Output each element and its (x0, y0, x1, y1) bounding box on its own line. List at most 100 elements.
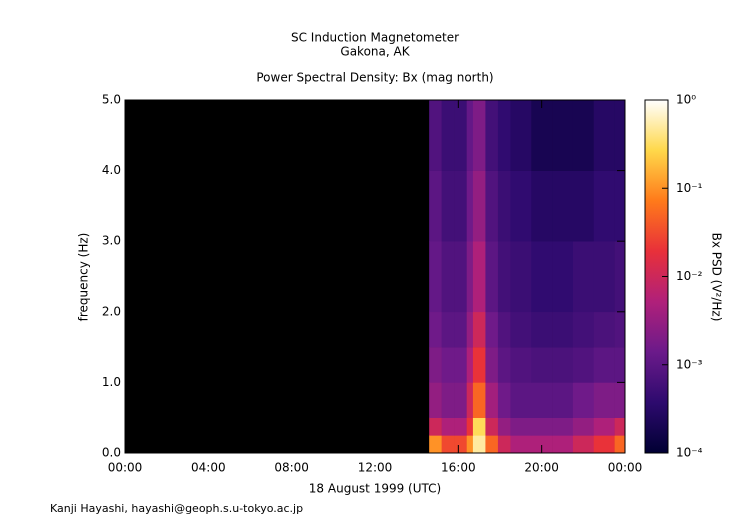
spectrogram-cell (531, 435, 553, 454)
spectrogram-cell (466, 241, 474, 313)
spectrogram-cell (593, 347, 615, 383)
spectrogram-cell (614, 382, 626, 418)
spectrogram-cell (485, 417, 499, 436)
spectrogram-cell (552, 435, 574, 454)
spectrogram-cell (572, 382, 595, 418)
spectrogram-cell (485, 435, 499, 454)
spectrogram-cell (429, 417, 442, 436)
spectrogram-cell (614, 417, 626, 436)
spectrogram-cell (510, 347, 532, 383)
spectrogram-cell (497, 435, 511, 454)
spectrogram-cell (429, 100, 442, 171)
spectrogram-cell (441, 382, 455, 418)
spectrogram-cell (454, 417, 467, 436)
spectrogram-cell (472, 311, 486, 348)
spectrogram-cell (454, 347, 467, 383)
y-tick-label: 3.0 (102, 234, 121, 248)
spectrogram-cell (614, 311, 626, 348)
spectrogram-cell (531, 347, 553, 383)
colorbar-tick-label: 10⁻¹ (676, 181, 703, 195)
spectrogram-cell (552, 241, 574, 313)
spectrogram-cell (552, 417, 574, 436)
spectrogram-cell (614, 170, 626, 242)
spectrogram-cell (510, 170, 532, 242)
plot-title: Power Spectral Density: Bx (mag north) (256, 71, 493, 85)
y-axis-label: frequency (Hz) (77, 233, 91, 322)
spectrogram-cell (510, 417, 532, 436)
spectrogram-cell (552, 170, 574, 242)
colorbar-tick-label: 10⁰ (676, 93, 696, 107)
spectrogram-cell (614, 347, 626, 383)
x-tick-label: 04:00 (191, 461, 226, 475)
spectrogram-cell (454, 311, 467, 348)
x-tick-label: 12:00 (358, 461, 393, 475)
spectrogram-cell (441, 417, 455, 436)
spectrogram-cell (531, 170, 553, 242)
spectrogram-cell (552, 311, 574, 348)
x-tick-label: 16:00 (441, 461, 476, 475)
spectrogram-cell (485, 170, 499, 242)
spectrogram-cell (485, 241, 499, 313)
spectrogram-cell (485, 347, 499, 383)
spectrogram-cell (510, 435, 532, 454)
x-tick-label: 08:00 (274, 461, 309, 475)
spectrogram-cell (466, 311, 474, 348)
spectrogram-cell (572, 311, 595, 348)
spectrogram-cell (614, 241, 626, 313)
spectrogram-cell (497, 241, 511, 313)
spectrogram-cell (472, 347, 486, 383)
spectrogram-cell (593, 382, 615, 418)
spectrogram-cell (485, 100, 499, 171)
spectrogram-cell (552, 382, 574, 418)
spectrogram-cell (497, 382, 511, 418)
spectrogram-cell (593, 311, 615, 348)
spectrogram-cell (572, 100, 595, 171)
spectrogram-cell (497, 100, 511, 171)
spectrogram-cell (552, 347, 574, 383)
spectrogram-cell (454, 382, 467, 418)
spectrogram-cell (466, 417, 474, 436)
spectrogram-cell (497, 347, 511, 383)
spectrogram-cell (510, 100, 532, 171)
x-tick-label: 00:00 (108, 461, 143, 475)
spectrogram-cell (472, 435, 486, 454)
spectrogram-cell (593, 241, 615, 313)
chart-title: SC Induction Magnetometer (291, 31, 459, 45)
spectrogram-cell (572, 241, 595, 313)
y-tick-label: 4.0 (102, 163, 121, 177)
spectrogram-cell (531, 241, 553, 313)
spectrogram-cell (466, 435, 474, 454)
y-tick-label: 5.0 (102, 93, 121, 107)
spectrogram-cell (466, 382, 474, 418)
spectrogram-cell (485, 311, 499, 348)
spectrogram-cell (614, 435, 626, 454)
spectrogram-cell (531, 417, 553, 436)
spectrogram-cell (454, 435, 467, 454)
spectrogram-cell (472, 170, 486, 242)
y-tick-label: 1.0 (102, 375, 121, 389)
spectrogram-cell (497, 417, 511, 436)
spectrogram-cell (531, 382, 553, 418)
spectrogram-cell (441, 311, 455, 348)
spectrogram-cell (485, 382, 499, 418)
spectrogram-cell (593, 435, 615, 454)
spectrogram-cell (497, 170, 511, 242)
spectrogram-cell (429, 170, 442, 242)
spectrogram-cell (466, 347, 474, 383)
spectrogram-cell (531, 311, 553, 348)
spectrogram-cell (441, 347, 455, 383)
spectrogram-cell (441, 435, 455, 454)
x-tick-label: 20:00 (524, 461, 559, 475)
spectrogram-cell (454, 100, 467, 171)
spectrogram-cell (466, 170, 474, 242)
spectrogram-cell (454, 241, 467, 313)
spectrogram-cell (441, 241, 455, 313)
spectrogram-cell (472, 382, 486, 418)
chart-subtitle: Gakona, AK (340, 45, 410, 59)
spectrogram-cell (497, 311, 511, 348)
spectrogram-cell (531, 100, 553, 171)
spectrogram-cell (593, 100, 615, 171)
spectrogram-cell (510, 311, 532, 348)
spectrogram-cell (429, 435, 442, 454)
